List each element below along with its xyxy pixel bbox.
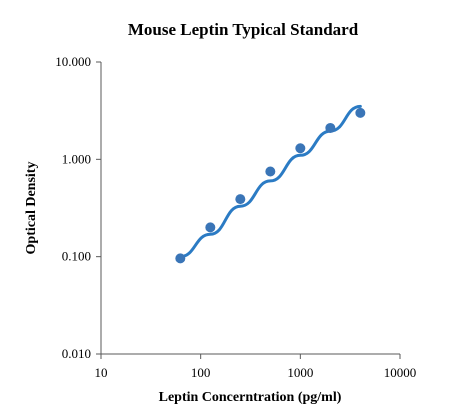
data-point [295,143,306,154]
x-tick-label: 100 [191,365,211,380]
x-tick-label: 10000 [384,365,417,380]
y-tick-label: 0.010 [62,346,91,361]
data-point [175,253,186,264]
x-tick-label: 10 [95,365,108,380]
data-point [265,166,276,177]
data-point [355,107,366,118]
y-tick-label: 10.000 [55,54,91,69]
data-point [205,222,216,233]
x-tick-label: 1000 [287,365,313,380]
chart-title: Mouse Leptin Typical Standard [128,20,359,39]
plot-area: 0.010 0.100 1.000 10.000 10 100 1000 10000 [55,54,416,380]
y-tick-label: 1.000 [62,151,91,166]
y-ticks: 0.010 0.100 1.000 10.000 [55,54,101,361]
y-axis-label: Optical Density [24,162,39,255]
data-point [235,194,246,205]
x-axis-label: Leptin Concerntration (pg/ml) [159,390,342,405]
series-layer [175,104,366,264]
data-point [325,122,336,133]
y-tick-label: 0.100 [62,249,91,264]
x-ticks: 10 100 1000 10000 [95,354,417,380]
